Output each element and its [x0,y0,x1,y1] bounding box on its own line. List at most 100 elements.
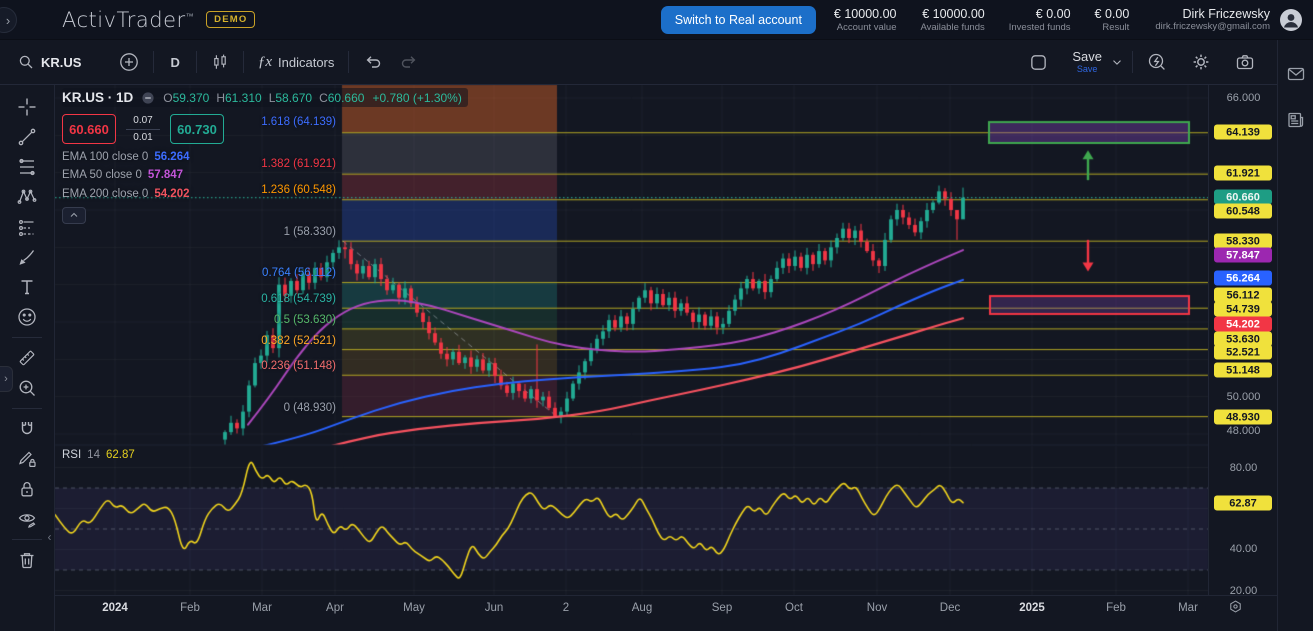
tool-brush[interactable] [10,242,44,272]
chart-toolbar: KR.US D ƒx Indicators Save Sa [0,40,1277,85]
tool-drawing-sync[interactable] [10,444,44,474]
xabcd-pattern-icon [17,187,37,207]
crosshair-icon [17,97,37,117]
axis-tick-label: 20.00 [1229,585,1258,597]
avatar-icon[interactable] [1279,8,1303,32]
level-price-badge: 48.930 [1214,409,1272,425]
legend-collapse-button[interactable] [62,206,86,224]
undo-button[interactable] [355,48,391,76]
tool-emoji[interactable] [10,302,44,332]
account-metric: € 0.00 Invested funds [1008,6,1071,33]
fib-retracement-icon [17,157,37,177]
magnet-icon [17,419,37,439]
symbol-search[interactable]: KR.US [10,50,89,74]
screenshot-button[interactable] [1227,48,1263,76]
tool-magnet[interactable] [10,414,44,444]
indicator-legend: EMA 100 close 0 56.264 EMA 50 close 0 57.84… [62,151,468,200]
buy-button[interactable]: 60.730 [170,114,224,144]
redo-button[interactable] [391,48,427,76]
level-price-badge: 52.521 [1214,344,1272,360]
chart-style-button[interactable] [203,49,237,75]
indicator-price-badge: 54.202 [1214,316,1272,332]
settings-button[interactable] [1183,48,1219,76]
quick-search-button[interactable] [1139,48,1175,76]
time-axis-label: May [403,602,425,614]
time-axis-label: 2025 [1019,602,1045,614]
indicators-label: Indicators [278,54,335,70]
undo-icon [363,52,383,72]
time-axis-label: Feb [1106,602,1126,614]
user-email: dirk.friczewsky@gmail.com [1155,21,1270,32]
right-panel-strip [1277,40,1313,631]
time-axis[interactable]: 2024 Feb Mar Apr May Jun 2 Aug Sep Oct Nov Dec 2025 F… [0,595,1277,631]
mail-icon[interactable] [1286,64,1306,84]
account-metric: € 10000.00 Account value [833,6,897,33]
add-symbol-button[interactable] [111,48,147,76]
account-metric: € 10000.00 Available funds [920,6,985,33]
ema-legend-row[interactable]: EMA 200 close 0 54.202 [62,187,190,200]
camera-icon [1235,52,1255,72]
ema-legend-row[interactable]: EMA 100 close 0 56.264 [62,150,190,163]
fx-icon: ƒx [257,53,273,70]
tool-text[interactable] [10,272,44,302]
tool-xabcd-pattern[interactable] [10,182,44,212]
account-metric: € 0.00 Result [1094,6,1130,33]
level-price-badge: 60.548 [1214,203,1272,219]
time-axis-label: Aug [631,602,653,614]
trend-line-icon [17,127,37,147]
save-menu-button[interactable] [1108,51,1126,73]
time-axis-label: Sep [711,602,733,614]
level-price-badge: 54.739 [1214,301,1272,317]
hide-drawings-icon [17,509,37,529]
tool-crosshair[interactable] [10,92,44,122]
level-price-badge: 51.148 [1214,362,1272,378]
save-button[interactable]: Save Save [1066,48,1108,76]
top-bar: › ActivTrader™ DEMO Switch to Real accou… [0,0,1313,40]
axis-tick-label: 40.00 [1229,543,1258,555]
tool-ruler[interactable] [10,343,44,373]
hide-symbol-icon[interactable] [141,91,155,105]
news-icon[interactable] [1286,110,1306,130]
time-axis-label: Dec [939,602,961,614]
tool-hide-drawings[interactable] [10,504,44,534]
emoji-icon [17,307,37,327]
redo-icon [399,52,419,72]
time-axis-label: Mar [1178,602,1198,614]
axis-settings-icon[interactable] [1228,599,1243,614]
drawing-sync-icon [17,449,37,469]
time-axis-label: Oct [785,602,803,614]
user-info[interactable]: Dirk Friczewsky dirk.friczewsky@gmail.co… [1155,7,1270,32]
remove-drawings-icon [17,550,37,570]
last-price-badge: 60.660 [1214,189,1272,205]
level-price-badge: 58.330 [1214,233,1272,249]
tool-forecast[interactable] [10,212,44,242]
switch-to-real-button[interactable]: Switch to Real account [660,5,816,34]
layout-button[interactable] [1021,49,1056,76]
indicators-button[interactable]: ƒx Indicators [250,50,343,75]
price-scale[interactable]: 66.000 64.139 61.921 60.660 60.548 58.330 57.8… [1208,85,1277,597]
quick-search-icon [1147,52,1167,72]
user-name: Dirk Friczewsky [1182,7,1271,21]
tool-trend-line[interactable] [10,122,44,152]
tool-fib-retracement[interactable] [10,152,44,182]
tool-remove-drawings[interactable] [10,545,44,575]
watchlist-expand-tab[interactable]: › [0,366,13,392]
tool-zoom-in[interactable] [10,373,44,403]
ema-legend-row[interactable]: EMA 50 close 0 57.847 [62,169,184,181]
level-price-badge: 64.139 [1214,124,1272,140]
interval-button[interactable]: D [170,54,180,70]
account-summary: € 10000.00 Account value € 10000.00 Availab… [834,7,1129,33]
nav-expand-button[interactable]: › [0,7,17,33]
chevron-down-icon [1110,55,1124,69]
drawing-tools-sidebar [0,85,55,631]
level-price-badge: 56.112 [1214,287,1272,303]
gear-icon [1191,52,1211,72]
ruler-icon [17,348,37,368]
level-price-badge: 61.921 [1214,165,1272,181]
sidebar-collapse-tab[interactable]: ‹ [47,530,52,544]
sell-button[interactable]: 60.660 [62,114,116,144]
axis-tick-label: 80.00 [1229,462,1258,474]
tool-lock-all[interactable] [10,474,44,504]
